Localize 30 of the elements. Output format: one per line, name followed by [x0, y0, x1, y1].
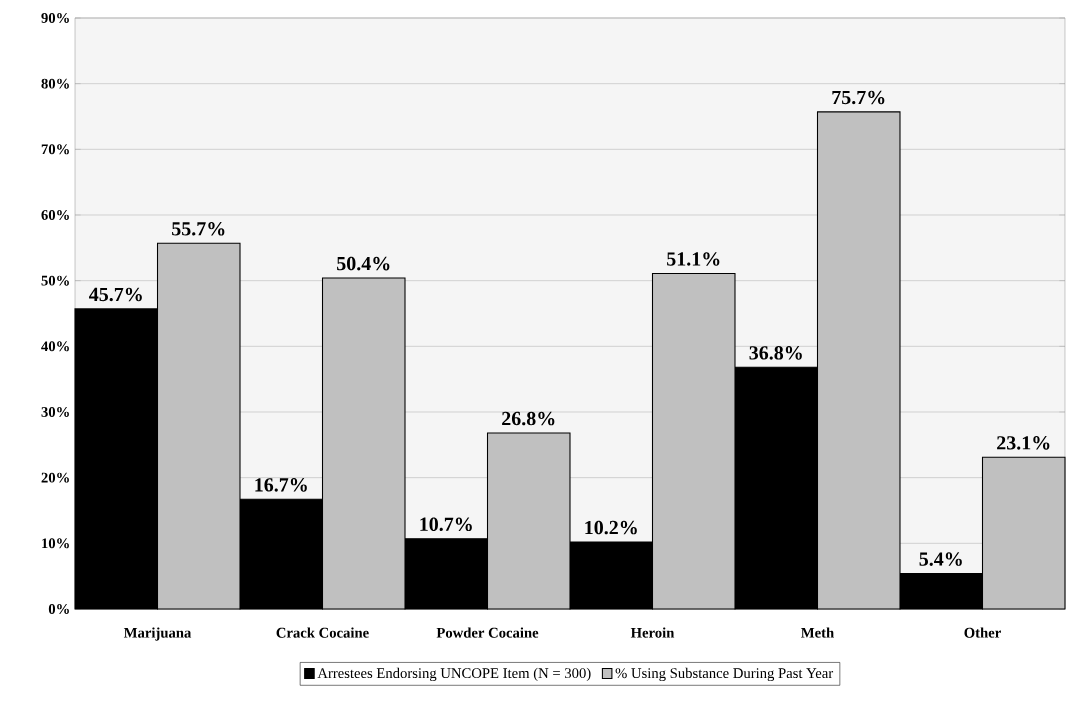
data-label: 10.7%: [420, 517, 472, 532]
data-label: 51.1%: [667, 252, 720, 266]
data-label: 10.2%: [585, 520, 637, 535]
data-label: 45.7%: [89, 287, 142, 302]
x-tick-label: Powder Cocaine: [436, 627, 539, 638]
y-tick-label: 60%: [41, 210, 69, 220]
y-tick-label: 80%: [41, 78, 69, 89]
x-tick-label: Crack Cocaine: [276, 627, 369, 638]
data-label: 5.4%: [919, 552, 962, 566]
y-tick-label: 10%: [42, 538, 69, 549]
x-tick-label: Meth: [801, 627, 834, 638]
x-tick-label: Other: [964, 627, 1001, 638]
legend-label: Arrestees Endorsing UNCOPE Item (N = 300): [317, 667, 591, 682]
y-tick-label: 70%: [41, 144, 69, 155]
x-tick-label: Marijuana: [123, 627, 192, 641]
x-tick-label: Heroin: [630, 627, 675, 638]
data-label: 55.7%: [172, 222, 225, 236]
y-tick-label: 40%: [41, 341, 69, 352]
data-label: 75.7%: [832, 90, 885, 105]
data-label: 50.4%: [337, 256, 390, 271]
y-tick-label: 20%: [41, 472, 69, 483]
legend-label: % Using Substance During Past Year: [615, 667, 834, 682]
data-label: 16.7%: [255, 478, 307, 492]
y-tick-label: 50%: [41, 275, 69, 286]
data-label: 36.8%: [749, 346, 802, 360]
y-tick-label: 90%: [41, 13, 69, 23]
data-label: 26.8%: [502, 411, 555, 426]
y-tick-label: 30%: [41, 407, 69, 417]
data-label: 23.1%: [997, 436, 1050, 450]
y-tick-label: 0%: [48, 604, 69, 614]
